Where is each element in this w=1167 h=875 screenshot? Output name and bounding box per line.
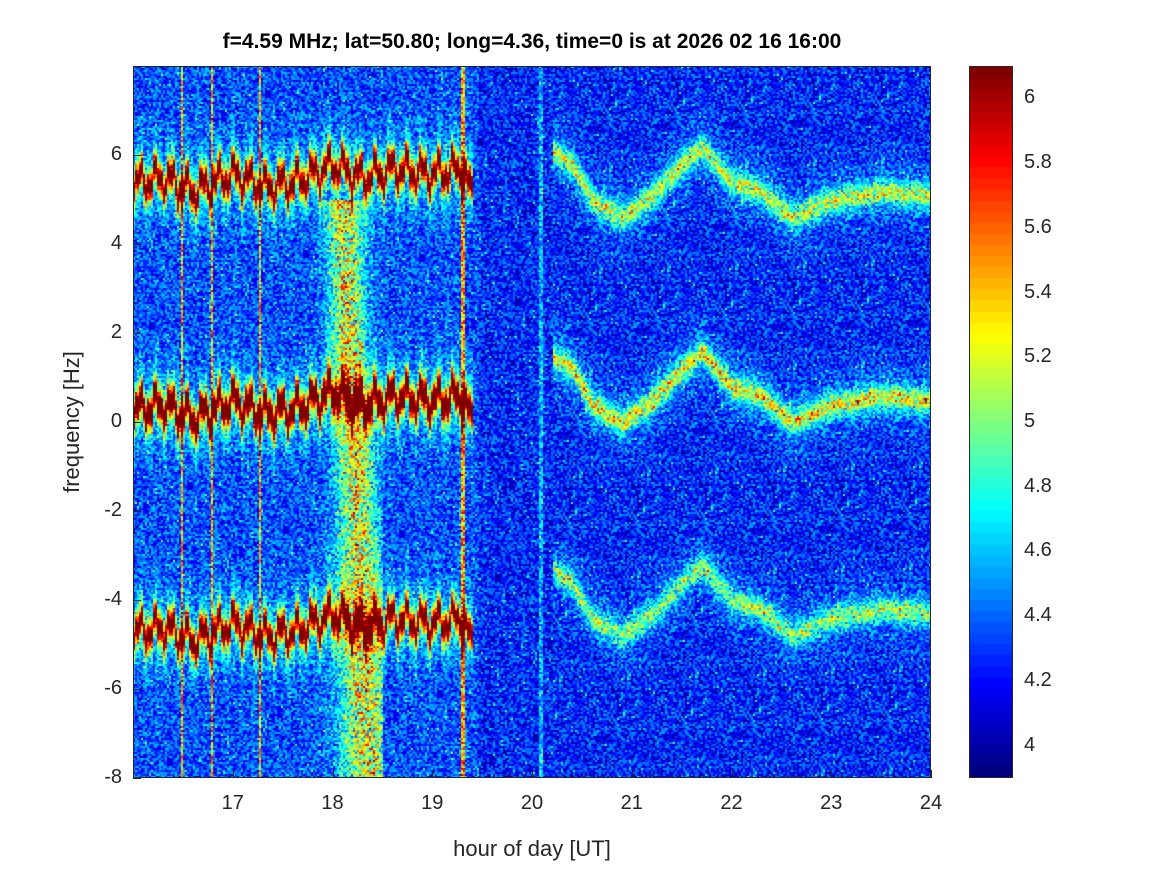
x-tick-label: 17: [221, 792, 244, 814]
x-tick-mark: [232, 770, 234, 778]
colorbar-gradient: [970, 67, 1012, 777]
y-tick-mark: [133, 689, 141, 690]
x-tick-label: 21: [620, 792, 643, 814]
colorbar-tick-label: 4.6: [1024, 539, 1052, 562]
x-tick-label: 22: [720, 792, 743, 814]
spectrogram-heatmap: [133, 66, 931, 778]
spectrogram-plot-area: [133, 66, 931, 778]
y-tick-label: 2: [110, 321, 122, 343]
x-tick-mark: [332, 770, 334, 778]
y-tick-mark: [133, 778, 141, 779]
y-tick-label: -4: [104, 588, 122, 610]
colorbar-tick-label: 5: [1024, 410, 1036, 432]
colorbar-tick-label: 5.2: [1024, 345, 1052, 368]
x-tick-mark: [432, 770, 434, 778]
y-tick-label: -8: [104, 766, 122, 788]
y-tick-mark: [133, 244, 141, 245]
colorbar: [969, 66, 1013, 778]
chart-title: f=4.59 MHz; lat=50.80; long=4.36, time=0…: [222, 30, 842, 53]
y-tick-label: 6: [110, 143, 122, 165]
y-tick-label: 4: [110, 232, 122, 254]
y-tick-label: -6: [104, 677, 122, 699]
x-tick-mark: [631, 770, 633, 778]
x-tick-label: 24: [919, 792, 943, 814]
colorbar-tick-label: 5.6: [1024, 215, 1052, 238]
x-tick-label: 18: [321, 792, 344, 814]
y-axis-label: frequency [Hz]: [59, 351, 84, 493]
x-tick-label: 20: [520, 792, 544, 814]
colorbar-tick-label: 5.4: [1024, 280, 1052, 303]
y-tick-label: -2: [104, 499, 122, 521]
y-tick-mark: [133, 155, 141, 156]
x-tick-label: 19: [421, 792, 444, 814]
colorbar-tick-label: 4.8: [1024, 474, 1052, 497]
colorbar-tick-label: 4.2: [1024, 668, 1052, 691]
axes-frame: [133, 66, 931, 778]
y-tick-label: 0: [110, 410, 122, 432]
x-axis-label: hour of day [UT]: [453, 836, 611, 861]
colorbar-tick-label: 4.4: [1024, 604, 1052, 627]
colorbar-tick-label: 4: [1024, 733, 1036, 756]
x-tick-mark: [532, 770, 533, 778]
x-tick-mark: [831, 770, 833, 778]
y-tick-mark: [133, 422, 141, 423]
y-tick-mark: [133, 333, 141, 334]
colorbar-tick-label: 6: [1024, 86, 1036, 109]
y-tick-mark: [133, 511, 141, 512]
colorbar-tick-label: 5.8: [1024, 151, 1052, 174]
x-tick-label: 23: [820, 792, 843, 814]
y-tick-mark: [133, 600, 141, 601]
x-tick-mark: [731, 770, 733, 778]
x-tick-mark: [931, 770, 932, 778]
